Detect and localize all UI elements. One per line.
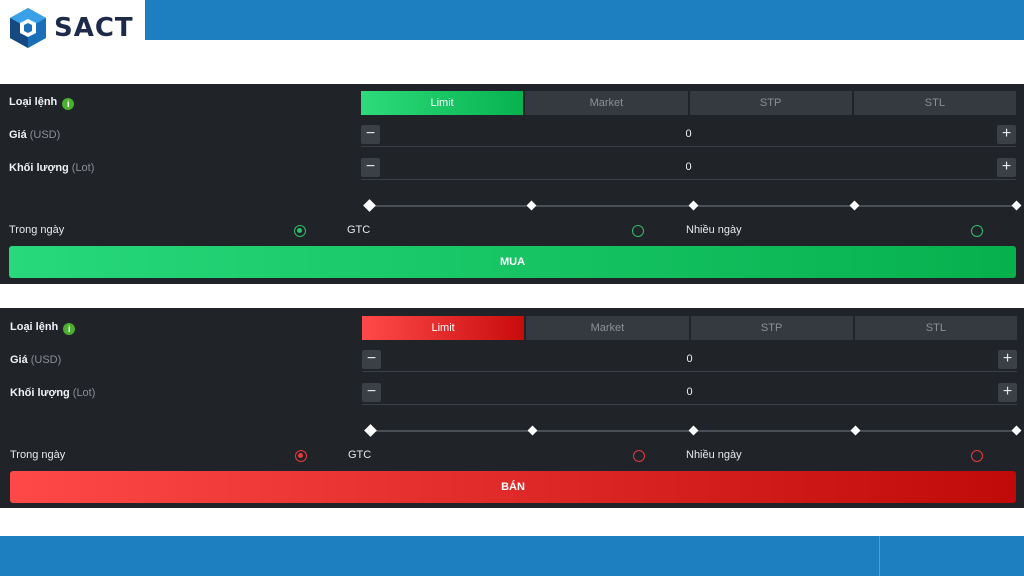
tab-stl[interactable]: STL (854, 316, 1017, 340)
price-unit: (USD) (30, 354, 62, 366)
order-type-text: Loại lệnh (9, 96, 58, 108)
tif-multiday-radio[interactable] (971, 450, 983, 462)
slider-stop-50[interactable] (688, 425, 699, 436)
tab-stl[interactable]: STL (853, 91, 1016, 115)
volume-label-text: Khối lượng (9, 162, 69, 174)
tab-limit[interactable]: Limit (361, 91, 524, 115)
price-label: Giá (USD) (10, 354, 61, 366)
price-label-text: Giá (9, 129, 27, 141)
order-type-label: Loại lệnh i (9, 96, 75, 110)
price-input[interactable]: 0 (685, 128, 692, 140)
tif-multiday-label: Nhiều ngày (686, 224, 742, 236)
info-icon[interactable]: i (63, 323, 76, 335)
volume-label: Khối lượng (Lot) (10, 387, 95, 399)
tab-stp[interactable]: STP (690, 316, 853, 340)
volume-slider[interactable] (364, 424, 1022, 437)
tif-day-radio[interactable] (294, 225, 306, 237)
tif-day-label: Trong ngày (10, 449, 66, 461)
volume-stepper: − 0 + (362, 383, 1017, 405)
price-increment-button[interactable]: + (997, 125, 1016, 144)
buy-order-panel: Loại lệnh i Limit Market STP STL Giá (USD)… (0, 84, 1024, 284)
buy-button[interactable]: MUA (9, 246, 1016, 278)
tif-multiday-radio[interactable] (971, 225, 983, 237)
price-input[interactable]: 0 (686, 353, 693, 365)
volume-increment-button[interactable]: + (997, 158, 1016, 177)
radio-selected-dot (298, 453, 303, 458)
price-stepper: − 0 + (361, 125, 1016, 147)
sell-order-panel: Loại lệnh i Limit Market STP STL Giá (USD)… (0, 308, 1024, 508)
info-icon[interactable]: i (62, 98, 75, 110)
tif-gtc-label: GTC (347, 224, 371, 236)
price-decrement-button[interactable]: − (361, 125, 380, 144)
volume-slider[interactable] (363, 199, 1022, 212)
volume-input[interactable]: 0 (686, 386, 693, 398)
order-type-label: Loại lệnh i (10, 321, 76, 335)
sell-button[interactable]: BÁN (10, 471, 1016, 503)
volume-unit: (Lot) (72, 387, 96, 399)
slider-stop-75[interactable] (850, 425, 860, 436)
bottom-bar (0, 536, 1024, 576)
tab-market[interactable]: Market (526, 316, 689, 340)
tif-day-label: Trong ngày (9, 224, 65, 236)
tab-limit[interactable]: Limit (362, 316, 525, 340)
tif-gtc-radio[interactable] (632, 225, 644, 237)
hexagon-logo-icon (10, 8, 46, 48)
volume-increment-button[interactable]: + (998, 383, 1017, 402)
price-unit: (USD) (29, 129, 61, 141)
tif-multiday-label: Nhiều ngày (686, 449, 742, 461)
tif-day-radio[interactable] (295, 450, 307, 462)
volume-unit: (Lot) (71, 162, 95, 174)
slider-stop-75[interactable] (849, 200, 860, 211)
price-label-text: Giá (10, 354, 28, 366)
slider-stop-100[interactable] (1011, 425, 1022, 436)
order-type-tabs: Limit Market STP STL (361, 91, 1016, 115)
volume-label-text: Khối lượng (10, 387, 70, 399)
order-type-text: Loại lệnh (10, 321, 59, 333)
tif-gtc-label: GTC (348, 449, 372, 461)
price-increment-button[interactable]: + (998, 350, 1017, 369)
order-type-tabs: Limit Market STP STL (362, 316, 1017, 340)
volume-stepper: − 0 + (361, 158, 1016, 180)
volume-input[interactable]: 0 (685, 161, 692, 173)
slider-handle[interactable] (364, 424, 377, 437)
price-label: Giá (USD) (9, 129, 60, 141)
radio-selected-dot (297, 228, 302, 233)
price-stepper: − 0 + (362, 350, 1017, 372)
tab-market[interactable]: Market (525, 91, 688, 115)
slider-stop-50[interactable] (688, 200, 698, 211)
brand-name: SACT (54, 13, 134, 43)
price-decrement-button[interactable]: − (362, 350, 381, 369)
slider-handle[interactable] (363, 199, 376, 212)
volume-label: Khối lượng (Lot) (9, 162, 94, 174)
top-bar (0, 0, 1024, 40)
bottom-bar-divider (879, 536, 880, 576)
volume-decrement-button[interactable]: − (361, 158, 380, 177)
slider-stop-100[interactable] (1011, 200, 1022, 211)
volume-decrement-button[interactable]: − (362, 383, 381, 402)
tab-stp[interactable]: STP (689, 91, 852, 115)
brand-logo[interactable]: SACT (0, 0, 145, 56)
slider-stop-25[interactable] (527, 425, 537, 436)
tif-gtc-radio[interactable] (633, 450, 645, 462)
slider-stop-25[interactable] (526, 200, 537, 211)
